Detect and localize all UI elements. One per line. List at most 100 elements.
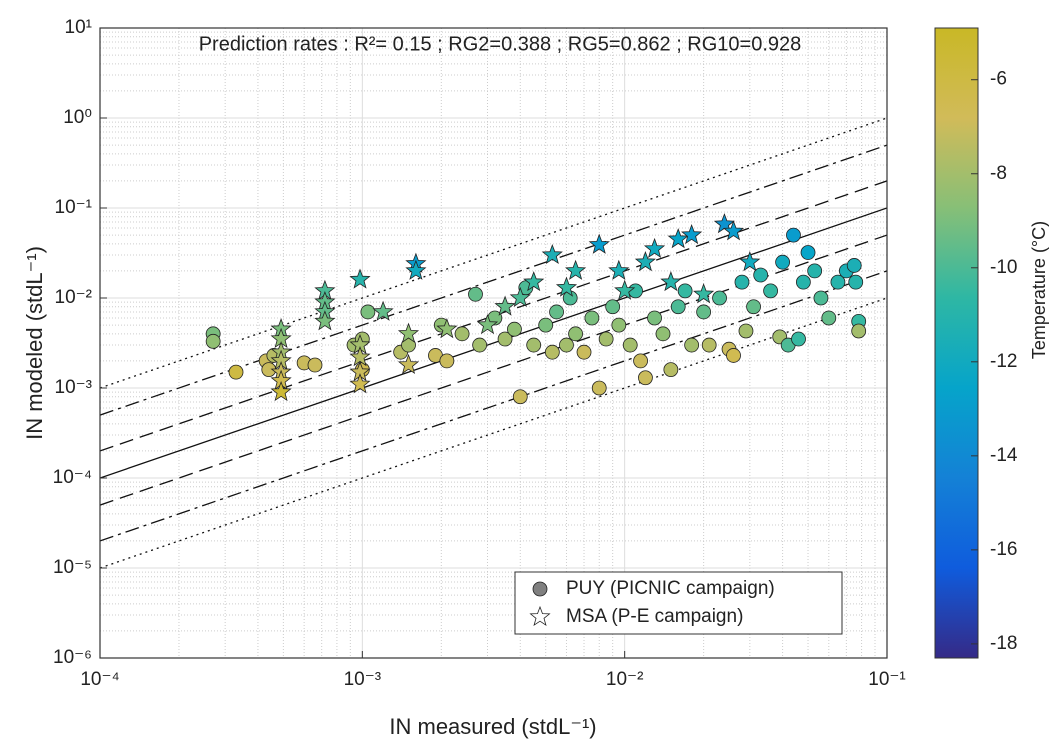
data-point xyxy=(468,286,483,302)
data-point xyxy=(588,233,610,254)
data-point xyxy=(565,259,587,280)
data-point xyxy=(663,362,679,378)
data-point xyxy=(472,337,488,353)
legend xyxy=(514,571,843,635)
x-axis-label: IN measured (stdL⁻¹) xyxy=(389,714,596,739)
colorbar-tick-label: -18 xyxy=(990,633,1017,654)
data-point xyxy=(660,271,682,292)
data-point xyxy=(795,274,811,290)
colorbar-tick-label: -10 xyxy=(990,257,1017,278)
legend-marker xyxy=(529,605,551,627)
y-axis-label: IN modeled (stdL⁻¹) xyxy=(22,246,47,440)
reference-line xyxy=(100,270,887,542)
y-tick-label: 10⁻⁴ xyxy=(53,467,92,488)
data-point xyxy=(846,258,862,273)
data-point xyxy=(851,323,867,339)
data-point xyxy=(576,344,592,360)
data-point xyxy=(696,304,712,320)
colorbar-tick-label: -14 xyxy=(990,445,1018,466)
data-point xyxy=(314,310,336,331)
data-point xyxy=(228,364,244,380)
data-point xyxy=(813,290,829,306)
data-point xyxy=(559,337,574,353)
y-tick-label: 10⁻² xyxy=(55,287,93,308)
data-point xyxy=(677,283,693,299)
data-point xyxy=(372,300,394,321)
data-point xyxy=(397,322,420,343)
x-tick-label: 10⁻² xyxy=(606,669,644,690)
plot-frame xyxy=(99,27,888,659)
legend-marker xyxy=(532,581,548,597)
data-point xyxy=(436,318,458,339)
colorbar-tick-label: -12 xyxy=(990,351,1017,372)
annotation: Prediction rates : R²= 0.15 ; RG2=0.388 … xyxy=(199,33,802,55)
data-point xyxy=(634,251,656,272)
data-point xyxy=(360,304,376,320)
data-point xyxy=(205,333,221,349)
y-tick-label: 10⁻⁵ xyxy=(53,557,92,578)
data-point xyxy=(693,283,715,304)
colorbar xyxy=(934,27,979,659)
data-point xyxy=(611,317,627,333)
data-point xyxy=(397,353,420,375)
data-point xyxy=(775,254,791,270)
data-point xyxy=(526,337,542,353)
data-point xyxy=(681,223,703,245)
data-point xyxy=(643,237,666,259)
data-point xyxy=(568,326,583,342)
data-point xyxy=(830,274,846,290)
data-point xyxy=(726,348,741,363)
data-point xyxy=(670,299,686,315)
data-point xyxy=(270,380,292,402)
data-point xyxy=(591,380,607,396)
data-point xyxy=(739,251,761,272)
data-point xyxy=(605,299,621,315)
data-point xyxy=(509,286,531,308)
legend-label: PUY (PICNIC campaign) xyxy=(566,578,775,599)
data-point xyxy=(655,326,671,342)
y-tick-label: 10⁻¹ xyxy=(55,197,93,218)
data-point xyxy=(667,228,689,249)
y-tick-label: 10⁰ xyxy=(63,107,92,128)
legend-label: MSA (P-E campaign) xyxy=(566,606,743,627)
colorbar-tick-label: -8 xyxy=(990,163,1007,184)
y-tick-label: 10⁻⁶ xyxy=(53,647,92,668)
data-point xyxy=(405,259,427,280)
data-point xyxy=(753,267,769,283)
reference-line xyxy=(100,180,887,452)
data-point xyxy=(791,331,806,347)
data-point xyxy=(555,276,578,297)
data-point xyxy=(512,389,528,405)
data-point xyxy=(622,337,638,353)
data-point xyxy=(541,243,563,265)
data-point xyxy=(538,317,554,333)
data-point xyxy=(746,299,761,315)
data-point xyxy=(763,283,779,299)
data-point xyxy=(584,310,600,326)
x-tick-label: 10⁻⁴ xyxy=(80,669,119,690)
data-point xyxy=(800,245,816,260)
data-point xyxy=(494,295,516,316)
data-point xyxy=(712,290,727,306)
data-point xyxy=(439,353,455,369)
data-point xyxy=(523,271,545,292)
data-point xyxy=(786,227,801,243)
data-point xyxy=(722,220,745,241)
y-tick-label: 10⁻³ xyxy=(55,377,93,398)
data-point xyxy=(821,310,837,326)
colorbar-label: Temperature (°C) xyxy=(1029,221,1049,359)
reference-line xyxy=(100,117,887,389)
data-point xyxy=(349,268,371,289)
data-point xyxy=(608,259,630,280)
data-point xyxy=(633,353,648,369)
data-point xyxy=(307,357,323,373)
colorbar-tick-label: -6 xyxy=(990,69,1007,90)
data-point xyxy=(684,337,700,353)
data-point xyxy=(454,326,470,342)
reference-line xyxy=(100,207,887,479)
x-tick-label: 10⁻³ xyxy=(344,669,382,690)
data-point xyxy=(734,274,750,290)
data-point xyxy=(701,337,717,353)
data-point xyxy=(614,279,636,300)
data-point xyxy=(738,323,754,339)
